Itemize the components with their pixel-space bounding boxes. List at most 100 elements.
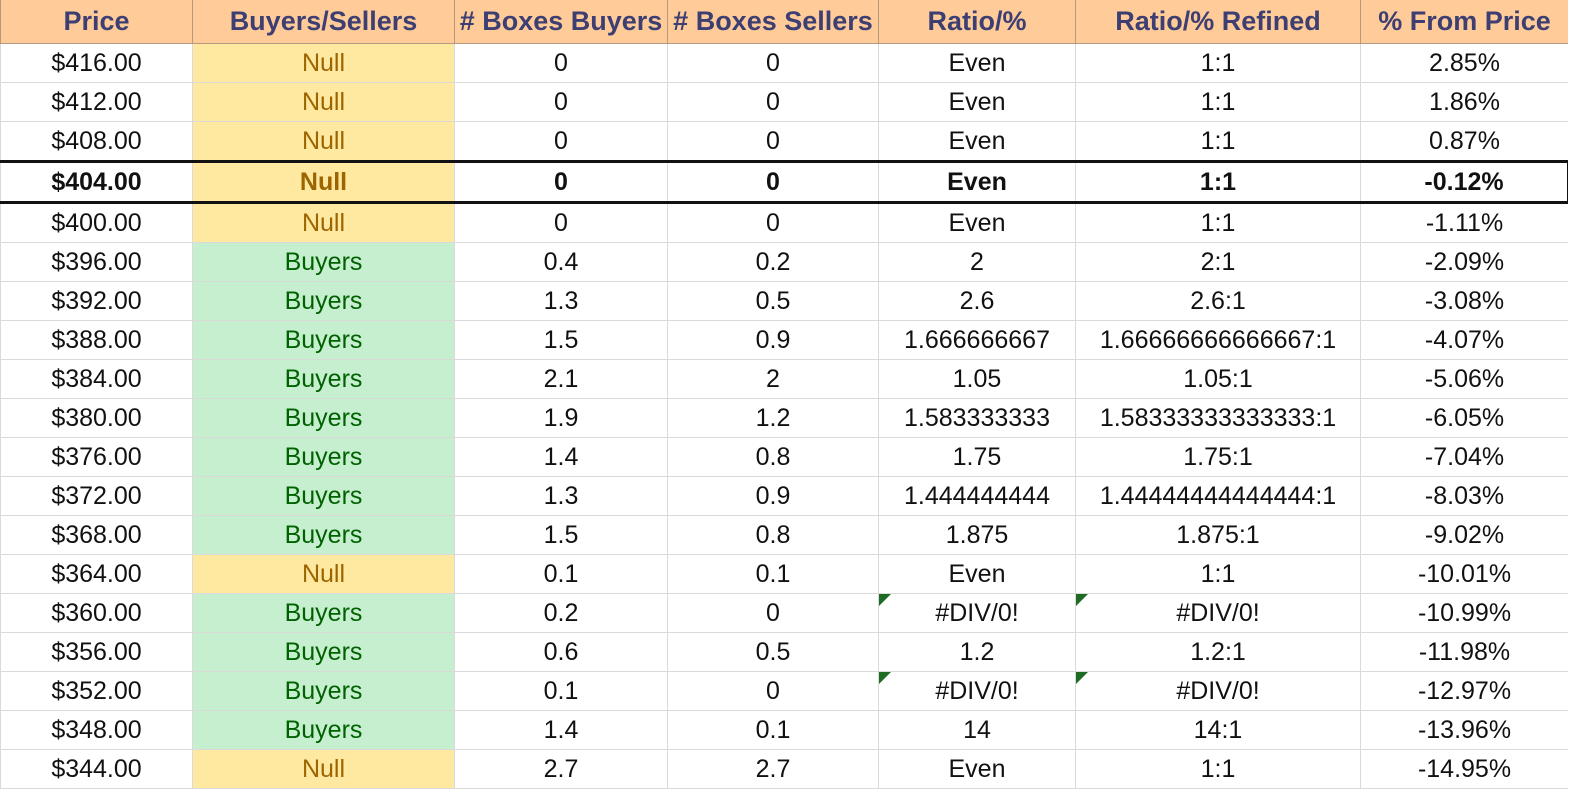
side-cell[interactable]: Null bbox=[192, 202, 455, 243]
header-ratio[interactable]: Ratio/% bbox=[878, 0, 1076, 44]
boxes-buyers-cell[interactable]: 2.7 bbox=[454, 749, 668, 789]
price-cell[interactable]: $384.00 bbox=[0, 359, 193, 399]
boxes-buyers-cell[interactable]: 1.3 bbox=[454, 476, 668, 516]
ratio-cell[interactable]: Even bbox=[878, 202, 1076, 243]
boxes-sellers-cell[interactable]: 0.5 bbox=[667, 632, 879, 672]
ratio-cell[interactable]: 1.05 bbox=[878, 359, 1076, 399]
pct-from-price-cell[interactable]: -11.98% bbox=[1360, 632, 1569, 672]
boxes-buyers-cell[interactable]: 1.3 bbox=[454, 281, 668, 321]
side-cell[interactable]: Buyers bbox=[192, 515, 455, 555]
boxes-sellers-cell[interactable]: 2.7 bbox=[667, 749, 879, 789]
boxes-buyers-cell[interactable]: 1.9 bbox=[454, 398, 668, 438]
pct-from-price-cell[interactable]: -3.08% bbox=[1360, 281, 1569, 321]
ratio-cell[interactable]: #DIV/0! bbox=[878, 593, 1076, 633]
ratio-refined-cell[interactable]: 1:1 bbox=[1075, 749, 1361, 789]
ratio-cell[interactable]: 2 bbox=[878, 242, 1076, 282]
side-cell[interactable]: Null bbox=[192, 160, 455, 204]
side-cell[interactable]: Null bbox=[192, 121, 455, 162]
error-indicator-icon[interactable] bbox=[1076, 594, 1088, 606]
price-cell[interactable]: $400.00 bbox=[0, 202, 193, 243]
ratio-cell[interactable]: Even bbox=[878, 554, 1076, 594]
header-boxes-sellers[interactable]: # Boxes Sellers bbox=[667, 0, 879, 44]
boxes-buyers-cell[interactable]: 0 bbox=[454, 160, 668, 204]
header-pct-from-price[interactable]: % From Price bbox=[1360, 0, 1569, 44]
boxes-buyers-cell[interactable]: 1.4 bbox=[454, 710, 668, 750]
boxes-buyers-cell[interactable]: 0.1 bbox=[454, 671, 668, 711]
ratio-refined-cell[interactable]: 1.875:1 bbox=[1075, 515, 1361, 555]
error-indicator-icon[interactable] bbox=[879, 672, 891, 684]
pct-from-price-cell[interactable]: -13.96% bbox=[1360, 710, 1569, 750]
boxes-sellers-cell[interactable]: 0.1 bbox=[667, 554, 879, 594]
header-boxes-buyers[interactable]: # Boxes Buyers bbox=[454, 0, 668, 44]
boxes-sellers-cell[interactable]: 0.9 bbox=[667, 476, 879, 516]
side-cell[interactable]: Null bbox=[192, 554, 455, 594]
price-cell[interactable]: $368.00 bbox=[0, 515, 193, 555]
price-cell[interactable]: $416.00 bbox=[0, 43, 193, 83]
side-cell[interactable]: Buyers bbox=[192, 359, 455, 399]
side-cell[interactable]: Buyers bbox=[192, 476, 455, 516]
side-cell[interactable]: Null bbox=[192, 749, 455, 789]
pct-from-price-cell[interactable]: 0.87% bbox=[1360, 121, 1569, 162]
ratio-refined-cell[interactable]: #DIV/0! bbox=[1075, 671, 1361, 711]
boxes-sellers-cell[interactable]: 0.1 bbox=[667, 710, 879, 750]
ratio-refined-cell[interactable]: 14:1 bbox=[1075, 710, 1361, 750]
boxes-sellers-cell[interactable]: 0 bbox=[667, 43, 879, 83]
ratio-refined-cell[interactable]: 1.75:1 bbox=[1075, 437, 1361, 477]
price-cell[interactable]: $396.00 bbox=[0, 242, 193, 282]
side-cell[interactable]: Buyers bbox=[192, 281, 455, 321]
pct-from-price-cell[interactable]: 2.85% bbox=[1360, 43, 1569, 83]
pct-from-price-cell[interactable]: -5.06% bbox=[1360, 359, 1569, 399]
side-cell[interactable]: Buyers bbox=[192, 398, 455, 438]
pct-from-price-cell[interactable]: -0.12% bbox=[1360, 160, 1570, 204]
boxes-sellers-cell[interactable]: 0.9 bbox=[667, 320, 879, 360]
ratio-refined-cell[interactable]: 2.6:1 bbox=[1075, 281, 1361, 321]
side-cell[interactable]: Buyers bbox=[192, 710, 455, 750]
pct-from-price-cell[interactable]: -7.04% bbox=[1360, 437, 1569, 477]
ratio-refined-cell[interactable]: 1.44444444444444:1 bbox=[1075, 476, 1361, 516]
pct-from-price-cell[interactable]: -4.07% bbox=[1360, 320, 1569, 360]
ratio-cell[interactable]: 1.666666667 bbox=[878, 320, 1076, 360]
boxes-sellers-cell[interactable]: 1.2 bbox=[667, 398, 879, 438]
price-cell[interactable]: $392.00 bbox=[0, 281, 193, 321]
ratio-cell[interactable]: #DIV/0! bbox=[878, 671, 1076, 711]
ratio-cell[interactable]: 2.6 bbox=[878, 281, 1076, 321]
pct-from-price-cell[interactable]: -2.09% bbox=[1360, 242, 1569, 282]
price-cell[interactable]: $376.00 bbox=[0, 437, 193, 477]
boxes-sellers-cell[interactable]: 0 bbox=[667, 671, 879, 711]
ratio-refined-cell[interactable]: 1.05:1 bbox=[1075, 359, 1361, 399]
header-ratio-refined[interactable]: Ratio/% Refined bbox=[1075, 0, 1361, 44]
boxes-buyers-cell[interactable]: 0.1 bbox=[454, 554, 668, 594]
price-cell[interactable]: $372.00 bbox=[0, 476, 193, 516]
ratio-refined-cell[interactable]: #DIV/0! bbox=[1075, 593, 1361, 633]
ratio-refined-cell[interactable]: 1.58333333333333:1 bbox=[1075, 398, 1361, 438]
ratio-cell[interactable]: 1.2 bbox=[878, 632, 1076, 672]
boxes-buyers-cell[interactable]: 2.1 bbox=[454, 359, 668, 399]
side-cell[interactable]: Buyers bbox=[192, 242, 455, 282]
boxes-sellers-cell[interactable]: 0 bbox=[667, 82, 879, 122]
ratio-cell[interactable]: 1.875 bbox=[878, 515, 1076, 555]
boxes-sellers-cell[interactable]: 0.2 bbox=[667, 242, 879, 282]
header-buyers-sellers[interactable]: Buyers/Sellers bbox=[192, 0, 455, 44]
price-cell[interactable]: $344.00 bbox=[0, 749, 193, 789]
boxes-sellers-cell[interactable]: 0.8 bbox=[667, 515, 879, 555]
boxes-sellers-cell[interactable]: 0 bbox=[667, 202, 879, 243]
pct-from-price-cell[interactable]: -12.97% bbox=[1360, 671, 1569, 711]
error-indicator-icon[interactable] bbox=[879, 594, 891, 606]
price-cell[interactable]: $356.00 bbox=[0, 632, 193, 672]
ratio-refined-cell[interactable]: 1.66666666666667:1 bbox=[1075, 320, 1361, 360]
boxes-buyers-cell[interactable]: 0 bbox=[454, 82, 668, 122]
ratio-refined-cell[interactable]: 2:1 bbox=[1075, 242, 1361, 282]
price-cell[interactable]: $404.00 bbox=[0, 160, 193, 204]
side-cell[interactable]: Buyers bbox=[192, 593, 455, 633]
ratio-cell[interactable]: Even bbox=[878, 82, 1076, 122]
pct-from-price-cell[interactable]: -10.99% bbox=[1360, 593, 1569, 633]
pct-from-price-cell[interactable]: -9.02% bbox=[1360, 515, 1569, 555]
price-cell[interactable]: $412.00 bbox=[0, 82, 193, 122]
pct-from-price-cell[interactable]: -6.05% bbox=[1360, 398, 1569, 438]
price-cell[interactable]: $352.00 bbox=[0, 671, 193, 711]
boxes-sellers-cell[interactable]: 0 bbox=[667, 160, 879, 204]
ratio-refined-cell[interactable]: 1:1 bbox=[1075, 82, 1361, 122]
ratio-cell[interactable]: Even bbox=[878, 43, 1076, 83]
price-cell[interactable]: $364.00 bbox=[0, 554, 193, 594]
ratio-refined-cell[interactable]: 1:1 bbox=[1075, 160, 1361, 204]
